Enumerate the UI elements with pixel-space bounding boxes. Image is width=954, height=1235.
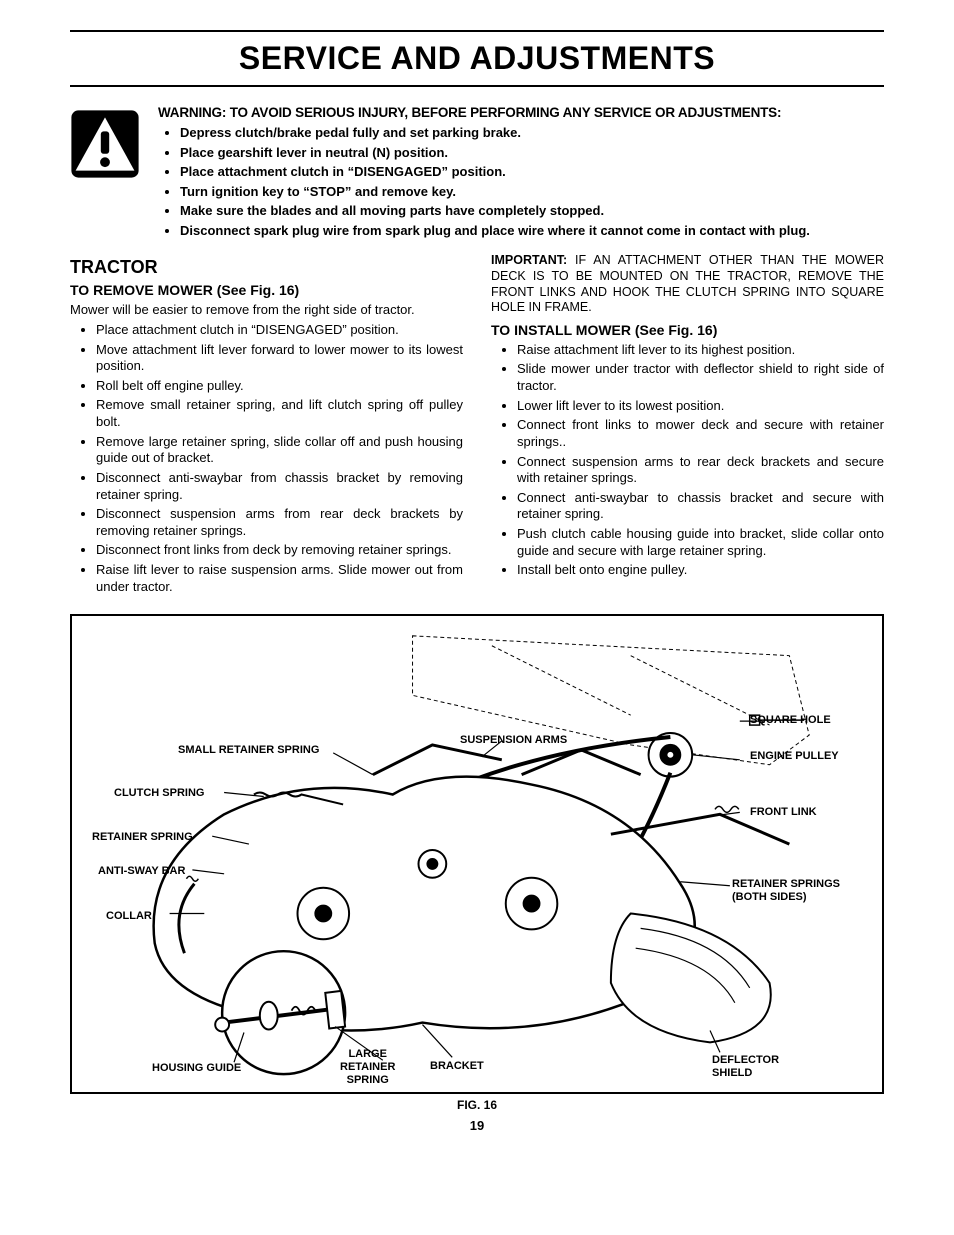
warning-item: Place attachment clutch in “DISENGAGED” … xyxy=(180,163,884,181)
page-title: SERVICE AND ADJUSTMENTS xyxy=(70,40,884,77)
warning-text: WARNING: TO AVOID SERIOUS INJURY, BEFORE… xyxy=(158,105,884,241)
step-item: Raise attachment lift lever to its highe… xyxy=(517,342,884,359)
step-item: Remove large retainer spring, slide coll… xyxy=(96,434,463,467)
remove-mower-steps: Place attachment clutch in “DISENGAGED” … xyxy=(70,322,463,595)
subhead-install-mower: TO INSTALL MOWER (See Fig. 16) xyxy=(491,322,884,338)
warning-item: Disconnect spark plug wire from spark pl… xyxy=(180,222,884,240)
install-mower-steps: Raise attachment lift lever to its highe… xyxy=(491,342,884,579)
step-item: Disconnect anti-swaybar from chassis bra… xyxy=(96,470,463,503)
warning-item: Place gearshift lever in neutral (N) pos… xyxy=(180,144,884,162)
top-rule xyxy=(70,30,884,32)
page-number: 19 xyxy=(70,1118,884,1133)
step-item: Install belt onto engine pulley. xyxy=(517,562,884,579)
warning-list: Depress clutch/brake pedal fully and set… xyxy=(158,124,884,239)
figure-16: SQUARE HOLE ENGINE PULLEY FRONT LINK RET… xyxy=(70,614,884,1094)
step-item: Remove small retainer spring, and lift c… xyxy=(96,397,463,430)
subhead-remove-mower: TO REMOVE MOWER (See Fig. 16) xyxy=(70,282,463,298)
step-item: Lower lift lever to its lowest position. xyxy=(517,398,884,415)
label-clutch-spring: CLUTCH SPRING xyxy=(114,787,204,800)
warning-item: Make sure the blades and all moving part… xyxy=(180,202,884,220)
step-item: Connect anti-swaybar to chassis bracket … xyxy=(517,490,884,523)
label-large-retainer-spring: LARGE RETAINER SPRING xyxy=(340,1048,395,1086)
step-item: Roll belt off engine pulley. xyxy=(96,378,463,395)
label-front-link: FRONT LINK xyxy=(750,806,817,819)
step-item: Slide mower under tractor with deflector… xyxy=(517,361,884,394)
title-bottom-rule xyxy=(70,85,884,87)
step-item: Push clutch cable housing guide into bra… xyxy=(517,526,884,559)
section-heading-tractor: TRACTOR xyxy=(70,257,463,278)
step-item: Move attachment lift lever forward to lo… xyxy=(96,342,463,375)
step-item: Place attachment clutch in “DISENGAGED” … xyxy=(96,322,463,339)
warning-item: Turn ignition key to “STOP” and remove k… xyxy=(180,183,884,201)
label-retainer-spring: RETAINER SPRING xyxy=(92,831,193,844)
figure-caption: FIG. 16 xyxy=(70,1098,884,1112)
step-item: Connect front links to mower deck and se… xyxy=(517,417,884,450)
label-bracket: BRACKET xyxy=(430,1060,484,1073)
step-item: Disconnect front links from deck by remo… xyxy=(96,542,463,559)
label-square-hole: SQUARE HOLE xyxy=(750,714,831,727)
important-note: IMPORTANT: IF AN ATTACHMENT OTHER THAN T… xyxy=(491,253,884,316)
label-anti-sway-bar: ANTI-SWAY BAR xyxy=(98,865,185,878)
lead-text: Mower will be easier to remove from the … xyxy=(70,302,463,318)
label-engine-pulley: ENGINE PULLEY xyxy=(750,750,839,763)
step-item: Raise lift lever to raise suspension arm… xyxy=(96,562,463,595)
important-label: IMPORTANT: xyxy=(491,253,567,267)
label-small-retainer-spring: SMALL RETAINER SPRING xyxy=(178,744,319,757)
step-item: Disconnect suspension arms from rear dec… xyxy=(96,506,463,539)
warning-block: WARNING: TO AVOID SERIOUS INJURY, BEFORE… xyxy=(70,105,884,241)
warning-icon xyxy=(70,109,140,179)
warning-heading: WARNING: TO AVOID SERIOUS INJURY, BEFORE… xyxy=(158,105,884,120)
label-collar: COLLAR xyxy=(106,910,152,923)
right-column: IMPORTANT: IF AN ATTACHMENT OTHER THAN T… xyxy=(491,253,884,598)
two-column-body: TRACTOR TO REMOVE MOWER (See Fig. 16) Mo… xyxy=(70,253,884,598)
step-item: Connect suspension arms to rear deck bra… xyxy=(517,454,884,487)
warning-item: Depress clutch/brake pedal fully and set… xyxy=(180,124,884,142)
label-deflector-shield: DEFLECTOR SHIELD xyxy=(712,1054,779,1079)
label-retainer-springs-both: RETAINER SPRINGS (BOTH SIDES) xyxy=(732,878,840,903)
left-column: TRACTOR TO REMOVE MOWER (See Fig. 16) Mo… xyxy=(70,253,463,598)
label-suspension-arms: SUSPENSION ARMS xyxy=(460,734,567,747)
label-housing-guide: HOUSING GUIDE xyxy=(152,1062,241,1075)
figure-svg xyxy=(72,616,882,1092)
